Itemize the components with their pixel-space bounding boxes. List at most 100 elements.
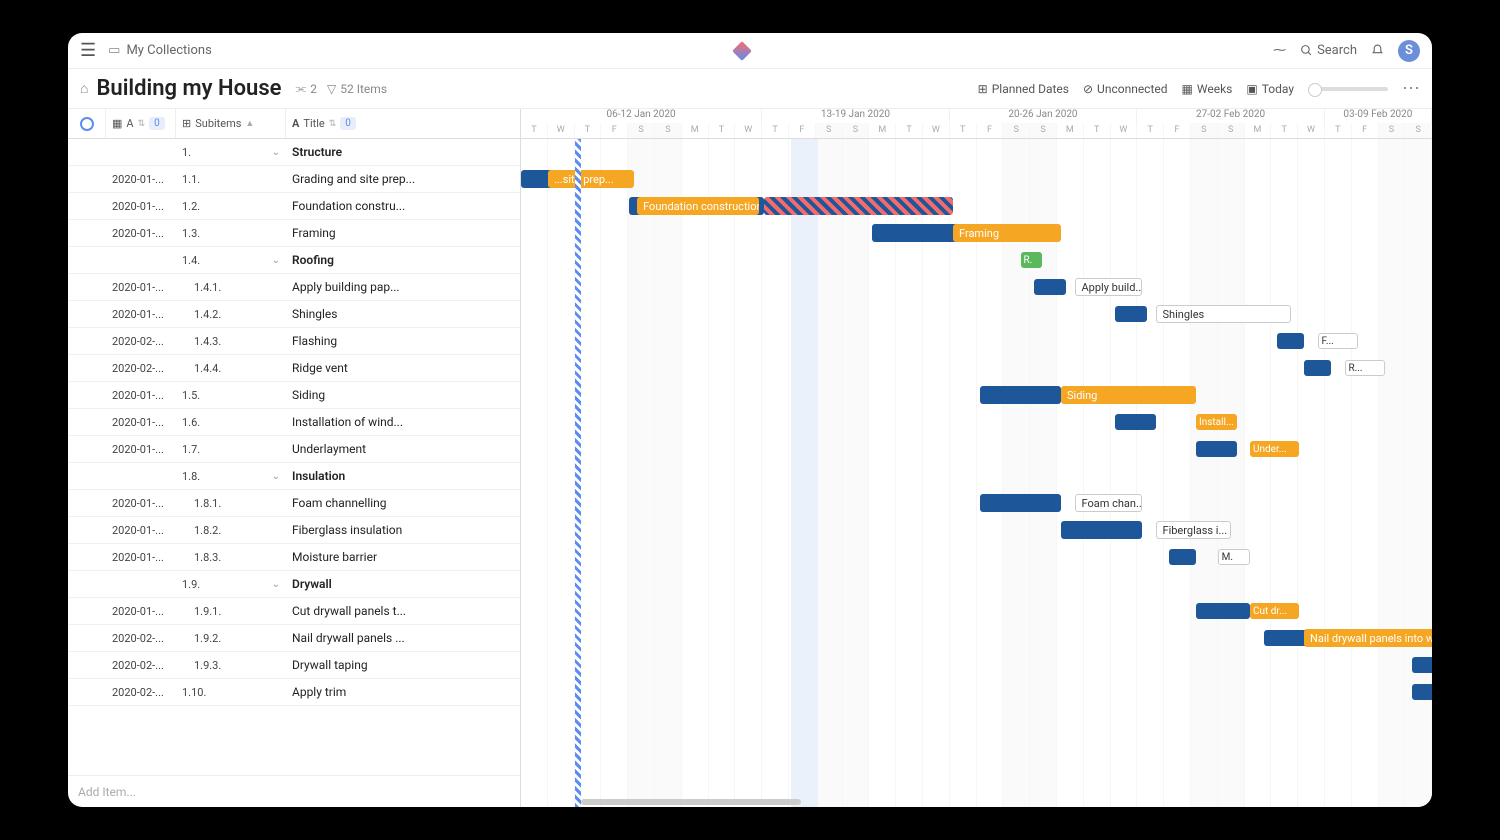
activity-icon[interactable]: ⁓: [1273, 43, 1286, 58]
today-button[interactable]: ▣ Today: [1246, 82, 1294, 96]
gantt-bar[interactable]: [980, 494, 1061, 512]
day-label: M: [682, 123, 709, 138]
gantt-bar[interactable]: Foundation construction: [637, 197, 759, 215]
horizontal-scrollbar[interactable]: [581, 799, 801, 805]
table-row[interactable]: 2020-01-...1.9.1.Cut drywall panels t...: [68, 598, 520, 625]
table-row[interactable]: 2020-02-...1.4.4.Ridge vent: [68, 355, 520, 382]
search-button[interactable]: Search: [1300, 43, 1357, 58]
table-panel: ▦ A ⇅ 0 ⊞ Subitems ▲ A Title ⇅ 0 1.⌄Stru…: [68, 109, 521, 807]
gantt-bar[interactable]: Shingles: [1156, 305, 1291, 323]
gantt-bar[interactable]: Siding: [1061, 386, 1196, 404]
day-label: T: [1271, 123, 1298, 138]
gantt-bar[interactable]: [1115, 306, 1147, 322]
planned-dates-toggle[interactable]: ⊞ Planned Dates: [978, 82, 1069, 96]
gantt-bar[interactable]: ...site prep...: [548, 170, 634, 188]
gantt-bar[interactable]: [1061, 521, 1142, 539]
today-indicator: [575, 139, 581, 807]
gantt-bar[interactable]: Under...: [1250, 441, 1299, 457]
gantt-bar[interactable]: [1196, 441, 1237, 457]
home-icon[interactable]: ⌂: [80, 80, 88, 97]
gantt-bar[interactable]: Nail drywall panels into wall: [1304, 629, 1432, 647]
table-row[interactable]: 2020-01-...1.3.Framing: [68, 220, 520, 247]
gantt-row: Apply build...: [521, 274, 1432, 301]
table-row[interactable]: 2020-01-...1.1.Grading and site prep...: [68, 166, 520, 193]
cell-subitem-number: 1.8.2.: [176, 524, 286, 537]
notifications-icon[interactable]: [1371, 44, 1384, 57]
expand-caret-icon[interactable]: ⌄: [272, 471, 280, 482]
day-label: T: [709, 123, 736, 138]
gantt-bar[interactable]: R...: [1345, 360, 1386, 376]
table-body: 1.⌄Structure2020-01-...1.1.Grading and s…: [68, 139, 520, 775]
table-row[interactable]: 2020-02-...1.10.Apply trim: [68, 679, 520, 706]
day-label: W: [1298, 123, 1325, 138]
table-row[interactable]: 2020-01-...1.8.3.Moisture barrier: [68, 544, 520, 571]
table-row[interactable]: 2020-01-...1.8.1.Foam channelling: [68, 490, 520, 517]
gantt-bar[interactable]: Framing: [953, 224, 1061, 242]
gantt-bar[interactable]: [1115, 414, 1156, 430]
table-row[interactable]: 1.9.⌄Drywall: [68, 571, 520, 598]
expand-caret-icon[interactable]: ⌄: [272, 255, 280, 266]
gantt-bar[interactable]: Fiberglass i...: [1156, 521, 1232, 539]
gantt-bar[interactable]: [1196, 603, 1250, 619]
table-row[interactable]: 2020-01-...1.6.Installation of wind...: [68, 409, 520, 436]
cell-subitem-number: 1.4.4.: [176, 362, 286, 375]
user-avatar[interactable]: S: [1398, 40, 1420, 62]
table-row[interactable]: 2020-01-...1.8.2.Fiberglass insulation: [68, 517, 520, 544]
table-row[interactable]: 2020-02-...1.4.3.Flashing: [68, 328, 520, 355]
day-label: S: [1405, 123, 1432, 138]
table-row[interactable]: 2020-02-...1.9.3.Drywall taping: [68, 652, 520, 679]
menu-icon[interactable]: ☰: [80, 40, 96, 61]
cell-date: 2020-01-...: [106, 416, 176, 429]
table-row[interactable]: 2020-01-...1.4.2.Shingles: [68, 301, 520, 328]
gantt-bar[interactable]: [764, 197, 953, 215]
cell-title: Moisture barrier: [286, 550, 520, 564]
gantt-bar[interactable]: Install...: [1196, 414, 1237, 430]
zoom-slider[interactable]: [1308, 87, 1388, 91]
day-label: S: [1003, 123, 1030, 138]
cell-title: Underlayment: [286, 442, 520, 456]
subitems-column-header[interactable]: ⊞ Subitems ▲: [176, 109, 286, 138]
table-row[interactable]: 2020-02-...1.9.2.Nail drywall panels ...: [68, 625, 520, 652]
title-column-header[interactable]: A Title ⇅ 0: [286, 109, 520, 138]
table-row[interactable]: 1.⌄Structure: [68, 139, 520, 166]
gantt-bar[interactable]: [1169, 549, 1196, 565]
gantt-bar[interactable]: Foam chan...: [1075, 494, 1143, 512]
table-row[interactable]: 2020-01-...1.5.Siding: [68, 382, 520, 409]
link-count[interactable]: ⫘ 2: [295, 81, 317, 96]
table-row[interactable]: 2020-01-...1.2.Foundation constru...: [68, 193, 520, 220]
table-row[interactable]: 2020-01-...1.4.1.Apply building pap...: [68, 274, 520, 301]
status-column-header[interactable]: [68, 109, 106, 138]
add-item-input[interactable]: Add Item...: [68, 775, 520, 807]
gantt-bar[interactable]: [1304, 360, 1331, 376]
table-row[interactable]: 2020-01-...1.7.Underlayment: [68, 436, 520, 463]
text-icon: A: [292, 117, 299, 130]
gantt-bar[interactable]: R.: [1021, 252, 1043, 268]
expand-caret-icon[interactable]: ⌄: [272, 579, 280, 590]
app-logo: [733, 41, 753, 61]
gantt-bar[interactable]: [1412, 684, 1432, 700]
cell-subitem-number: 1.9.3.: [176, 659, 286, 672]
gantt-bar[interactable]: F...: [1318, 333, 1359, 349]
table-row[interactable]: 1.8.⌄Insulation: [68, 463, 520, 490]
table-row[interactable]: 1.4.⌄Roofing: [68, 247, 520, 274]
unconnected-toggle[interactable]: ⊘ Unconnected: [1083, 82, 1168, 96]
gantt-bar[interactable]: [1412, 657, 1432, 673]
gantt-row: Fiberglass i...: [521, 517, 1432, 544]
date-column-header[interactable]: ▦ A ⇅ 0: [106, 109, 176, 138]
breadcrumb[interactable]: My Collections: [126, 43, 211, 58]
filter-chip[interactable]: ▽ 52 Items: [327, 82, 387, 96]
gantt-bar[interactable]: [1277, 333, 1304, 349]
more-icon[interactable]: ⋯: [1402, 78, 1420, 99]
weeks-toggle[interactable]: ▦ Weeks: [1182, 82, 1233, 96]
expand-caret-icon[interactable]: ⌄: [272, 147, 280, 158]
gantt-body[interactable]: ...site prep...Foundation construction Fr…: [521, 139, 1432, 807]
gantt-bar[interactable]: Apply build...: [1075, 278, 1143, 296]
gantt-row: Foam chan...: [521, 490, 1432, 517]
gantt-bar[interactable]: Cut dr...: [1250, 603, 1299, 619]
gantt-bar[interactable]: [980, 386, 1061, 404]
gantt-bar[interactable]: M.: [1218, 549, 1250, 565]
gantt-row: M.: [521, 544, 1432, 571]
day-label: T: [575, 123, 602, 138]
gantt-panel: 06-12 Jan 202013-19 Jan 202020-26 Jan 20…: [521, 109, 1432, 807]
gantt-bar[interactable]: [1034, 279, 1066, 295]
